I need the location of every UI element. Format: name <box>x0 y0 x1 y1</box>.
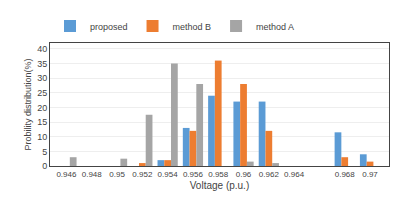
svg-text:0.958: 0.958 <box>208 170 229 179</box>
svg-text:Voltage (p.u.): Voltage (p.u.) <box>190 180 249 191</box>
svg-text:0.946: 0.946 <box>56 170 77 179</box>
svg-text:0.964: 0.964 <box>284 170 305 179</box>
svg-text:10: 10 <box>37 132 47 142</box>
svg-text:20: 20 <box>37 103 47 113</box>
svg-text:0.954: 0.954 <box>158 170 179 179</box>
svg-text:30: 30 <box>37 73 47 83</box>
svg-text:0.968: 0.968 <box>335 170 356 179</box>
svg-text:0.95: 0.95 <box>109 170 125 179</box>
svg-text:5: 5 <box>42 147 47 157</box>
svg-text:method A: method A <box>256 22 294 32</box>
svg-text:0.956: 0.956 <box>183 170 204 179</box>
svg-text:35: 35 <box>37 59 47 69</box>
svg-text:0.96: 0.96 <box>236 170 252 179</box>
svg-text:0.97: 0.97 <box>362 170 378 179</box>
svg-text:proposed: proposed <box>90 22 128 32</box>
svg-text:0.962: 0.962 <box>259 170 280 179</box>
svg-text:25: 25 <box>37 88 47 98</box>
svg-text:40: 40 <box>37 44 47 54</box>
svg-text:0.948: 0.948 <box>82 170 103 179</box>
svg-text:Probility distribution(%): Probility distribution(%) <box>23 58 33 150</box>
svg-text:0: 0 <box>42 161 47 171</box>
svg-text:method B: method B <box>173 22 212 32</box>
svg-text:15: 15 <box>37 117 47 127</box>
svg-text:0.952: 0.952 <box>132 170 153 179</box>
